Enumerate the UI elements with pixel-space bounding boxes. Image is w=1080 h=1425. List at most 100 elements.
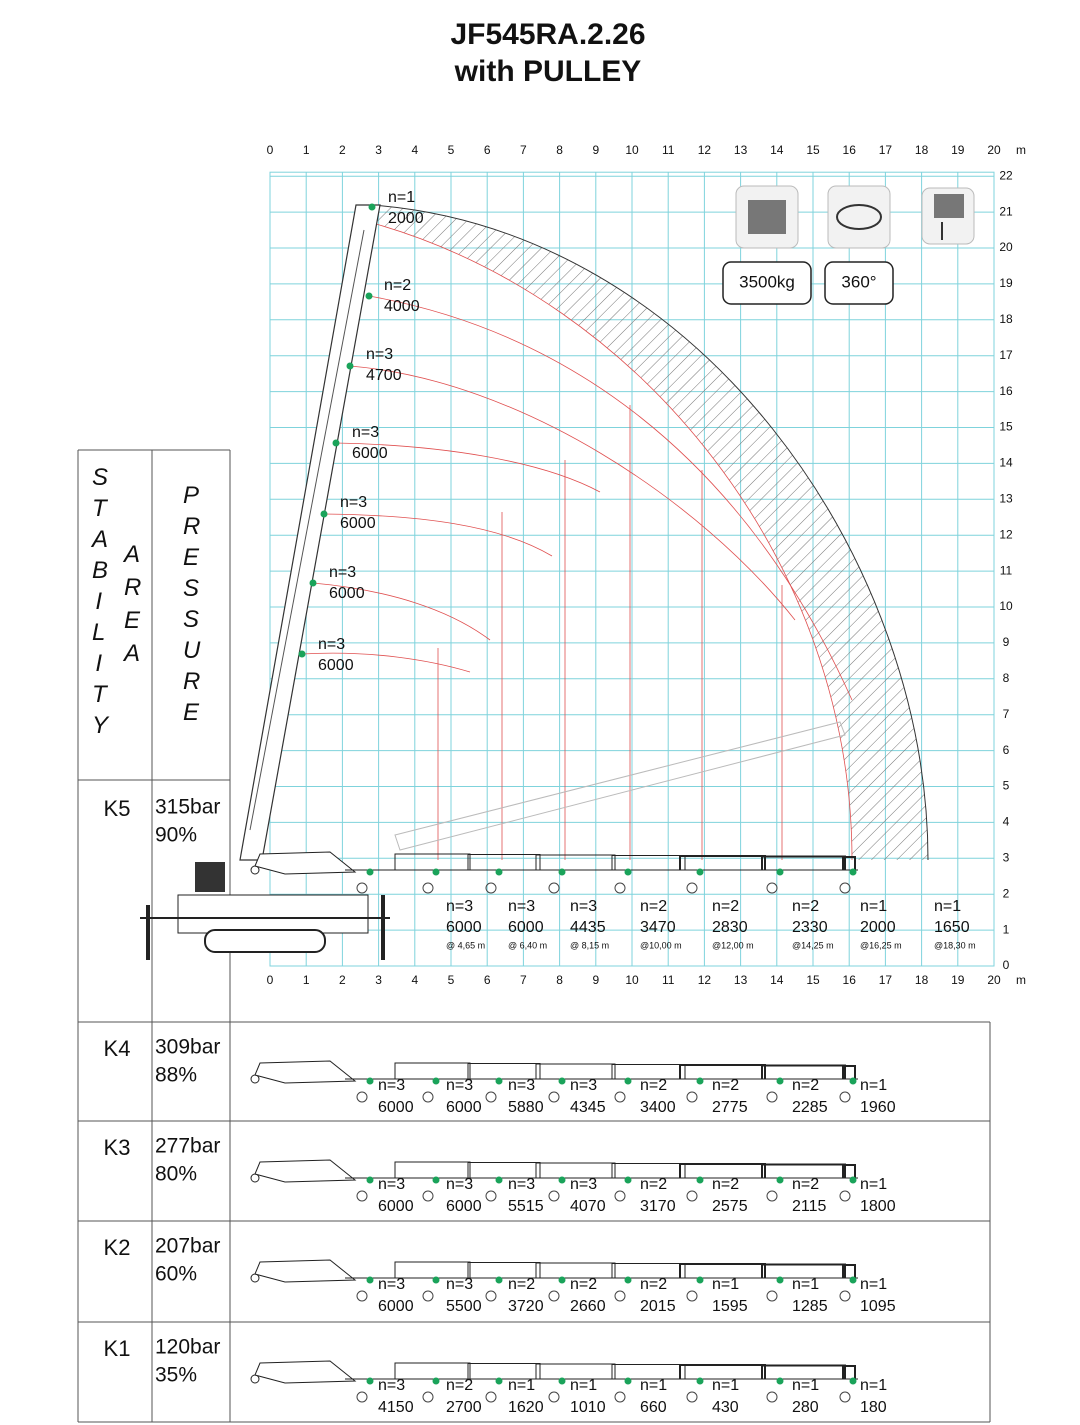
hatched-area [372,205,928,860]
hook [614,1391,626,1403]
load-label: 6000 [378,1198,414,1215]
load-point [558,1377,566,1385]
hook [422,1391,434,1403]
title: JF545RA.2.26 [450,18,645,51]
red-arc [323,513,553,557]
hook [839,1091,851,1103]
x-tick-label: 12 [698,143,712,157]
falls-label: n=3 [340,494,367,511]
boom-section [761,1263,846,1278]
percent-value: 90% [155,824,197,847]
y-tick-label: 4 [1003,815,1010,829]
hook [766,1290,778,1302]
boom-section [535,854,616,870]
x-tick-label: 13 [734,143,748,157]
red-arc [368,295,853,701]
x-tick-label: 0 [267,143,274,157]
x-tick-label: 18 [915,973,929,987]
falls-label: n=2 [712,898,739,915]
percent-value: 88% [155,1064,197,1087]
red-arc [312,582,491,641]
y-tick-label: 12 [999,527,1013,541]
load-label: 6000 [508,919,544,936]
hook [686,1391,698,1403]
load-point [432,1377,440,1385]
falls-label: n=1 [860,1377,887,1394]
pressure-value: 309bar [155,1036,220,1059]
hook [548,1091,560,1103]
boom-section [535,1162,616,1178]
y-tick-label: 14 [999,456,1013,470]
x-tick-label: 14 [770,973,784,987]
outer-arc [371,204,929,861]
load-point [624,1377,632,1385]
falls-label: n=2 [384,277,411,294]
falls-label: n=2 [712,1077,739,1094]
falls-label: n=1 [570,1377,597,1394]
load-point [495,868,503,876]
boom-section [679,1163,766,1178]
hook [422,1190,434,1202]
y-tick-label: 0 [1003,958,1010,972]
load-point [558,1077,566,1085]
y-tick-label: 13 [999,491,1013,505]
boom-section [679,855,766,870]
load-point [298,650,306,658]
x-tick-label: 11 [662,973,675,987]
hook [839,882,851,894]
stability-label: STABILITY [92,464,109,739]
falls-label: n=1 [792,1377,819,1394]
raised-boom [239,204,381,861]
falls-label: n=3 [508,1176,535,1193]
x-tick-label: 2 [339,973,346,987]
load-point [849,1077,857,1085]
x-tick-label: 7 [520,143,527,157]
red-arc [301,652,471,673]
boom-section [611,1364,686,1379]
load-label: 1595 [712,1298,748,1315]
y-tick-label: 6 [1003,743,1010,757]
x-tick-label: 4 [411,143,418,157]
boom-section [467,854,541,870]
falls-label: n=1 [712,1276,739,1293]
x-tick-label: 9 [592,143,599,157]
load-label: 1960 [860,1099,896,1116]
pressure-value: 315bar [155,796,220,819]
load-point [432,868,440,876]
hook [614,1290,626,1302]
falls-label: n=1 [712,1377,739,1394]
hook [614,1190,626,1202]
x-tick-label: 15 [806,143,820,157]
load-point [696,1176,704,1184]
x-tick-label: 10 [625,973,639,987]
x-tick-label: 14 [770,143,784,157]
x-tick-label: 8 [556,973,563,987]
x-tick-label: 18 [915,143,929,157]
boom-section [842,1365,856,1379]
x-tick-label: 1 [303,973,310,987]
hook [356,882,368,894]
boom-base [254,1060,357,1084]
y-tick-label: 8 [1003,671,1010,685]
load-point [495,1077,503,1085]
load-label: 4435 [570,919,606,936]
load-label: 2830 [712,919,748,936]
load-point [624,1077,632,1085]
load-point [309,579,317,587]
subtitle: with PULLEY [454,55,642,88]
load-label: 2775 [712,1099,748,1116]
load-point [624,1276,632,1284]
hook [422,882,434,894]
load-label: 3400 [640,1099,676,1116]
percent-value: 80% [155,1163,197,1186]
boom-base [254,1159,357,1183]
load-label: 6000 [318,657,354,674]
falls-label: n=3 [378,1377,405,1394]
icon-winch [934,194,964,218]
y-tick-label: 11 [1000,563,1013,577]
falls-label: n=1 [860,1176,887,1193]
y-tick-label: 20 [999,240,1013,254]
load-label: 4700 [366,367,402,384]
hook [548,1190,560,1202]
falls-label: n=3 [446,1176,473,1193]
